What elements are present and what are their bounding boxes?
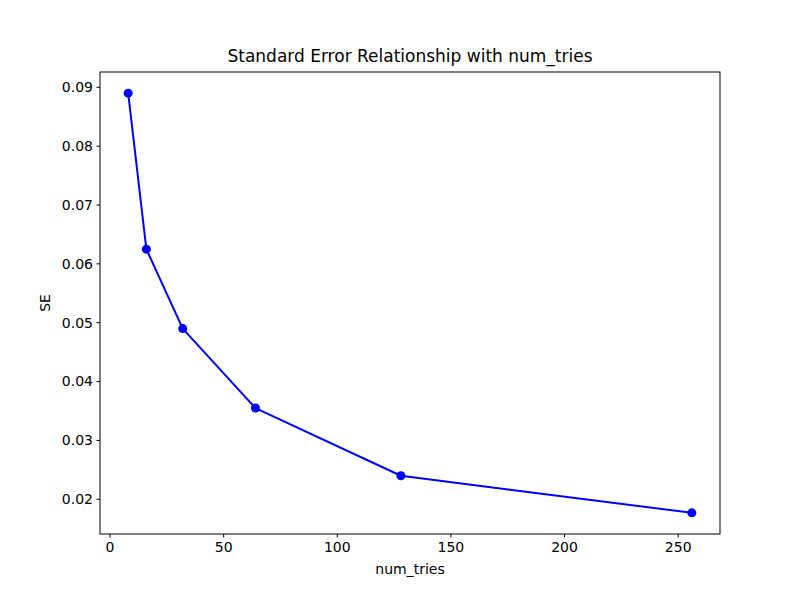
figure: 0 50 100 150 200 250 0.02 0.03 0.04 0.05 0.06 0.07 0… [0,0,800,600]
x-tick-label: 200 [551,539,578,555]
y-tick-label: 0.06 [62,256,93,272]
data-point [687,508,696,517]
y-tick-label: 0.09 [62,79,93,95]
y-tick-label: 0.08 [62,138,93,154]
y-tick-label: 0.02 [62,491,93,507]
data-point [396,471,405,480]
x-tick-label: 0 [106,539,115,555]
x-axis-label: num_tries [100,561,720,578]
y-tick-label: 0.03 [62,432,93,448]
x-tick-label: 150 [438,539,465,555]
data-point [124,89,133,98]
data-point [251,404,260,413]
x-tick-label: 50 [215,539,233,555]
chart-title: Standard Error Relationship with num_tri… [100,46,720,66]
y-tick-label: 0.07 [62,197,93,213]
y-tick-label: 0.05 [62,315,93,331]
y-axis-label: SE [37,294,54,312]
series-line [128,93,692,513]
y-tick-label: 0.04 [62,373,93,389]
axes-frame [100,72,720,534]
line-chart-canvas: 0 50 100 150 200 250 0.02 0.03 0.04 0.05 0.06 0.07 0… [0,0,800,600]
data-point [142,245,151,254]
data-point [178,324,187,333]
x-tick-label: 100 [324,539,351,555]
x-tick-label: 250 [665,539,692,555]
